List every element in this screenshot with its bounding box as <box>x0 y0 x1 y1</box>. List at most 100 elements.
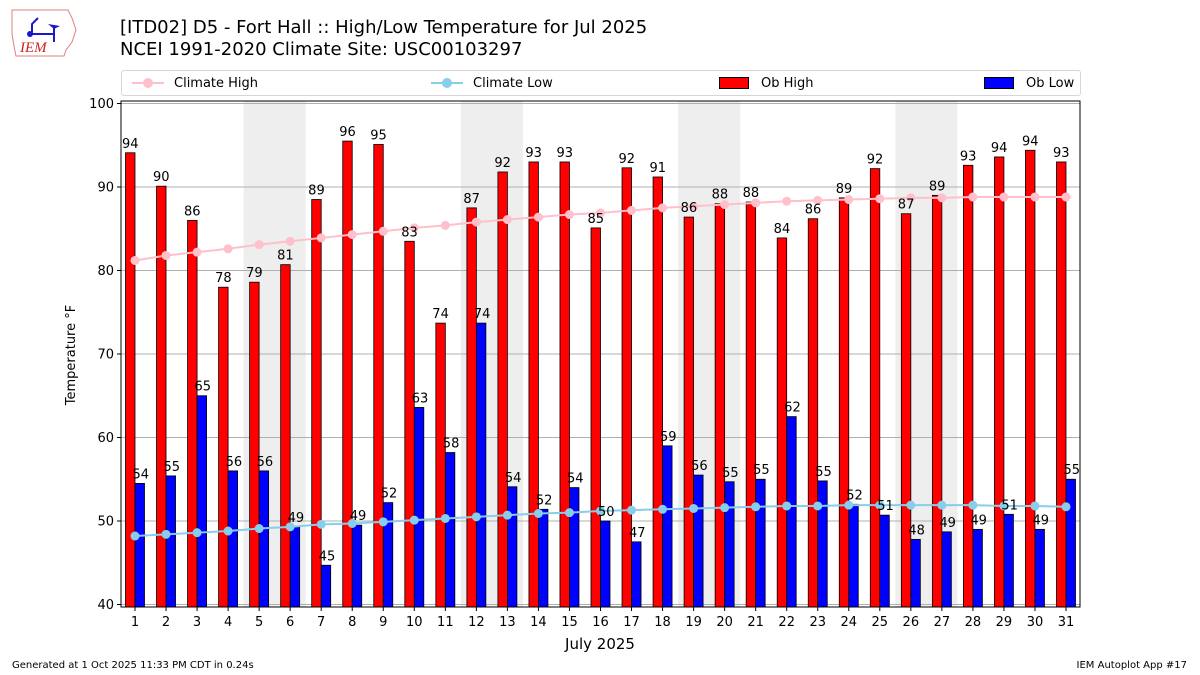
x-tick-label: 4 <box>224 615 232 630</box>
ob-high-bar <box>187 220 198 608</box>
climate-high-point <box>751 198 761 208</box>
climate-high-point <box>285 236 295 246</box>
ob-low-bar <box>972 528 983 608</box>
ob-high-label: 86 <box>805 203 822 218</box>
climate-low-point <box>906 500 916 510</box>
climate-high-point <box>844 195 854 205</box>
climate-low-point <box>1061 502 1071 512</box>
ob-low-bar <box>444 452 456 608</box>
x-tick-label: 11 <box>437 615 454 630</box>
climate-high-point <box>347 230 357 240</box>
climate-high-line-icon <box>132 78 164 88</box>
ob-low-bar <box>1065 478 1076 608</box>
ob-low-label: 62 <box>784 401 801 416</box>
x-tick-label: 22 <box>778 615 795 630</box>
ob-low-label: 47 <box>629 526 646 541</box>
chart-subtitle: NCEI 1991-2020 Climate Site: USC00103297 <box>120 39 523 60</box>
ob-low-bar <box>506 486 518 608</box>
ob-high-label: 93 <box>960 149 977 164</box>
x-tick-label: 8 <box>348 615 356 630</box>
ob-high-bar <box>652 176 663 608</box>
ob-low-bar <box>662 445 673 608</box>
ob-low-label: 63 <box>412 391 429 406</box>
climate-low-point <box>720 503 730 513</box>
ob-low-bar <box>693 474 704 608</box>
x-tick-label: 10 <box>406 615 423 630</box>
climate-low-line-icon <box>431 78 463 88</box>
ob-low-bar <box>755 478 766 608</box>
climate-high-point <box>627 205 637 215</box>
climate-low-point <box>471 512 481 522</box>
ob-low-label: 74 <box>474 307 491 322</box>
ob-high-bar <box>807 218 819 608</box>
ob-low-label: 48 <box>908 523 925 538</box>
climate-low-point <box>440 513 450 523</box>
y-tick-label: 50 <box>97 514 114 529</box>
y-tick-label: 90 <box>97 181 114 196</box>
ob-low-bar <box>351 524 363 608</box>
climate-low-point <box>409 515 419 525</box>
legend-item-climate-low: Climate Low <box>431 71 553 95</box>
climate-low-point <box>502 510 512 520</box>
ob-high-bar <box>435 322 446 608</box>
climate-high-point <box>968 192 978 202</box>
climate-low-point <box>751 502 761 512</box>
climate-high-point <box>906 193 916 203</box>
climate-low-point <box>285 522 295 532</box>
ob-low-label: 55 <box>753 463 770 478</box>
climate-high-point <box>378 226 388 236</box>
climate-low-point <box>130 531 140 541</box>
ob-low-label: 56 <box>226 455 243 470</box>
ob-low-bar <box>569 487 580 608</box>
ob-high-label: 88 <box>712 188 729 203</box>
ob-high-label: 78 <box>215 271 232 286</box>
climate-high-point <box>596 208 605 218</box>
ob-low-bar <box>227 470 239 608</box>
climate-low-point <box>813 501 823 511</box>
ob-low-bar <box>600 520 611 608</box>
legend-label: Climate Low <box>473 75 553 91</box>
climate-high-point <box>999 192 1009 202</box>
ob-high-bar <box>218 286 229 608</box>
x-tick-label: 17 <box>623 615 640 630</box>
ob-high-bar <box>497 171 508 608</box>
x-tick-label: 30 <box>1027 615 1044 630</box>
y-tick-label: 60 <box>97 431 114 446</box>
ob-low-bar <box>724 481 735 608</box>
ob-low-label: 49 <box>939 516 956 531</box>
ob-high-bar <box>342 140 353 608</box>
app-credit: IEM Autoplot App #17 <box>1076 660 1187 671</box>
climate-high-point <box>937 193 947 203</box>
ob-low-label: 49 <box>288 511 305 526</box>
ob-high-bar <box>1025 149 1036 608</box>
ob-low-bar <box>134 483 145 608</box>
climate-low-point <box>658 504 668 514</box>
ob-high-label: 95 <box>370 128 387 143</box>
ob-low-bar <box>1034 528 1045 608</box>
ob-low-label: 58 <box>443 437 460 452</box>
climate-low-point <box>999 501 1009 511</box>
ob-high-bar <box>683 216 694 608</box>
y-tick-label: 40 <box>97 598 114 613</box>
climate-low-point <box>844 500 854 510</box>
ob-high-bar <box>994 156 1005 608</box>
climate-high-point <box>440 220 450 230</box>
ob-high-label: 87 <box>463 192 480 207</box>
ob-low-label: 52 <box>381 487 398 502</box>
legend-label: Ob High <box>761 75 814 91</box>
climate-high-point <box>192 247 202 257</box>
x-tick-label: 12 <box>468 615 485 630</box>
x-tick-label: 18 <box>654 615 671 630</box>
legend-item-ob-low: Ob Low <box>984 71 1074 95</box>
ob-high-bar <box>466 207 477 608</box>
ob-low-bar <box>941 531 952 608</box>
y-tick-label: 70 <box>97 348 114 363</box>
x-tick-label: 9 <box>379 615 387 630</box>
ob-low-label: 49 <box>970 513 987 528</box>
ob-low-label: 56 <box>691 459 708 474</box>
ob-high-label: 85 <box>587 212 604 227</box>
ob-high-bar <box>590 227 601 608</box>
climate-low-point <box>627 505 637 515</box>
ob-low-label: 55 <box>164 460 181 475</box>
ob-low-bar <box>879 514 890 608</box>
